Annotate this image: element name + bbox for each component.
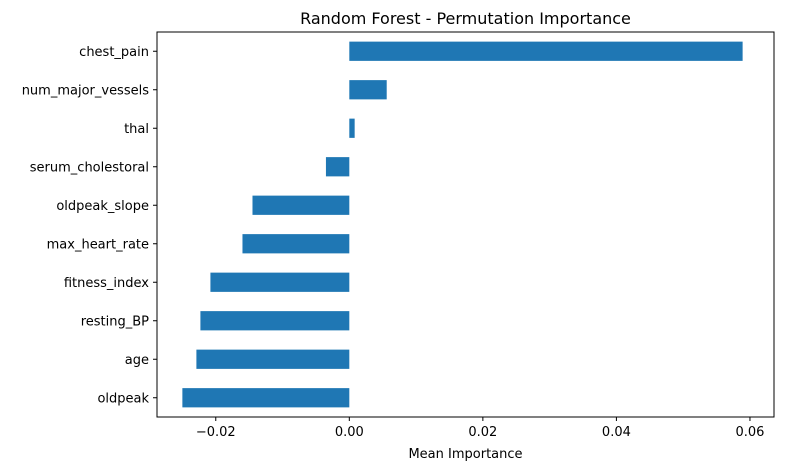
x-axis-label: Mean Importance — [408, 447, 522, 462]
y-tick-label: oldpeak_slope — [56, 199, 149, 214]
x-tick-label: −0.02 — [196, 425, 236, 440]
y-tick-label: thal — [124, 122, 149, 137]
y-axis: oldpeak age resting_BP fitness_index max_he… — [22, 45, 157, 406]
bar-max_heart_rate — [242, 234, 350, 254]
x-tick-label: 0.02 — [468, 425, 497, 440]
y-tick-label: resting_BP — [81, 314, 149, 329]
y-tick-label: oldpeak — [97, 391, 149, 406]
x-tick-label: 0.06 — [735, 425, 764, 440]
plot-area — [156, 31, 775, 418]
bar-oldpeak — [182, 388, 350, 408]
y-tick-label: age — [125, 353, 149, 368]
x-axis: −0.02 0.00 0.02 0.04 0.06 — [196, 417, 764, 440]
chart-title: Random Forest - Permutation Importance — [300, 9, 631, 28]
x-tick-label: 0.00 — [335, 425, 364, 440]
bar-resting_BP — [200, 311, 350, 331]
bar-fitness_index — [210, 272, 350, 292]
bar-chest_pain — [349, 41, 743, 61]
bar-serum_cholestoral — [325, 157, 350, 177]
bar-thal — [349, 118, 355, 138]
bars-group — [182, 41, 743, 408]
y-tick-label: num_major_vessels — [22, 83, 150, 98]
bar-age — [196, 349, 350, 369]
x-tick-label: 0.04 — [602, 425, 631, 440]
y-tick-label: chest_pain — [79, 45, 149, 60]
y-tick-label: max_heart_rate — [47, 237, 149, 252]
bar-num_major_vessels — [349, 80, 387, 100]
bar-oldpeak_slope — [252, 195, 350, 215]
y-tick-label: fitness_index — [64, 276, 149, 291]
y-tick-label: serum_cholestoral — [30, 160, 149, 175]
